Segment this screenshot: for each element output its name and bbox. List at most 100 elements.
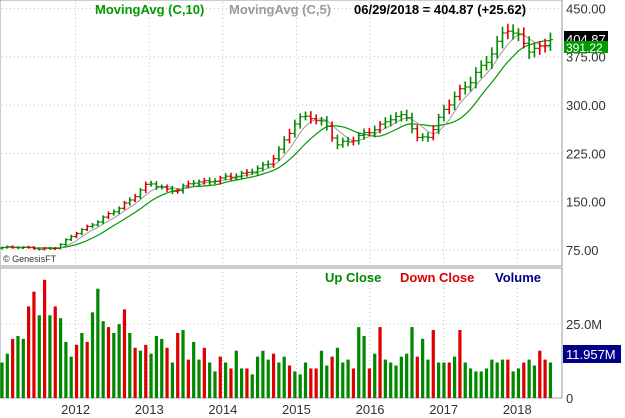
ma5-line	[1, 33, 551, 250]
volume-bar	[27, 306, 31, 398]
volume-bar	[255, 356, 260, 398]
volume-bar	[96, 288, 100, 398]
volume-bar	[213, 371, 217, 398]
volume-bar	[64, 341, 68, 398]
volume-bar	[479, 371, 483, 398]
volume-bar	[394, 365, 398, 398]
price-tick-label: 75.00	[566, 243, 599, 258]
volume-bar	[186, 359, 190, 398]
volume-bar	[197, 359, 201, 398]
volume-bar	[271, 353, 276, 398]
volume-bar	[538, 350, 542, 398]
volume-bar	[42, 279, 47, 398]
volume-bar	[383, 359, 387, 398]
volume-bar	[282, 356, 286, 398]
price-bars	[0, 23, 553, 251]
volume-bar	[437, 362, 441, 398]
volume-bar	[426, 359, 430, 398]
volume-bar	[314, 368, 318, 398]
volume-bar	[106, 327, 111, 398]
price-tick-label: 375.00	[566, 50, 606, 65]
volume-bar	[138, 350, 143, 398]
data-credit: © GenesisFT	[3, 254, 57, 264]
time-tick-label: 2018	[503, 402, 532, 417]
volume-bar	[229, 368, 233, 398]
volume-bar	[112, 333, 116, 398]
volume-bar	[245, 368, 249, 398]
volume-bar	[490, 359, 494, 398]
volume-bar	[69, 356, 73, 398]
volume-bar	[543, 359, 547, 398]
volume-bar	[128, 333, 132, 398]
time-tick-label: 2015	[282, 402, 311, 417]
volume-badge	[563, 345, 621, 363]
volume-bar	[85, 341, 89, 398]
volume-axis: 25.0M 0	[566, 317, 602, 406]
volume-bar	[53, 306, 57, 398]
volume-bar	[192, 341, 196, 398]
volume-bar	[149, 353, 153, 398]
volume-badge-text: 11.957M	[566, 347, 616, 362]
volume-bar	[357, 327, 361, 398]
volume-bar	[303, 362, 308, 398]
volume-bar	[16, 335, 20, 398]
volume-bar	[32, 291, 36, 398]
price-tick-label: 300.00	[566, 98, 606, 113]
volume-bar	[527, 359, 531, 398]
time-tick-label: 2012	[61, 402, 90, 417]
volume-bar	[399, 356, 403, 398]
legend-up-close: Up Close	[325, 270, 381, 285]
volume-bar	[90, 312, 95, 398]
volume-tick-label: 25.0M	[566, 317, 602, 332]
volume-bar	[239, 368, 244, 398]
ma10-line	[1, 40, 551, 249]
volume-bar	[319, 350, 324, 398]
volume-bar	[346, 359, 350, 398]
volume-bar	[452, 356, 457, 398]
time-tick-label: 2016	[356, 402, 385, 417]
volume-bar	[298, 374, 302, 398]
volume-bar	[421, 338, 425, 398]
volume-bar	[266, 359, 270, 398]
ma5-legend-label: MovingAvg (C,5)	[229, 2, 331, 17]
volume-bar	[261, 350, 265, 398]
volume-bar	[5, 353, 9, 398]
volume-bar	[181, 330, 185, 398]
volume-bar	[532, 365, 537, 398]
price-panel-frame	[0, 0, 563, 267]
price-axis: 450.00 375.00 300.00 225.00 150.00 75.00	[566, 1, 606, 257]
time-tick-label: 2013	[135, 402, 164, 417]
volume-bar	[373, 353, 377, 398]
volume-bar	[511, 371, 515, 398]
price-tick-label: 450.00	[566, 1, 606, 16]
volume-bar	[378, 327, 382, 398]
ma10-price-badge-text: 391.22	[566, 41, 603, 55]
volume-bar	[154, 335, 159, 398]
volume-bar	[0, 362, 4, 398]
ma10-price-badge	[564, 41, 608, 53]
volume-bar	[367, 368, 372, 398]
volume-bar	[335, 347, 340, 398]
volume-bars	[0, 279, 553, 398]
volume-bar	[58, 318, 63, 398]
volume-bar	[362, 335, 366, 398]
volume-bar	[224, 362, 228, 398]
volume-bar	[250, 374, 254, 398]
volume-bar	[484, 368, 489, 398]
volume-bar	[117, 324, 121, 398]
volume-bar	[202, 347, 206, 398]
volume-bar	[522, 362, 526, 398]
volume-bar	[80, 333, 84, 398]
volume-bar	[463, 362, 467, 398]
legend-down-close: Down Close	[400, 270, 474, 285]
volume-bar	[442, 362, 446, 398]
volume-bar	[415, 356, 419, 398]
volume-bar	[431, 330, 435, 398]
legend-volume: Volume	[495, 270, 541, 285]
volume-bar	[506, 359, 510, 398]
volume-bar	[11, 338, 15, 398]
price-tick-label: 225.00	[566, 146, 606, 161]
ma10-series	[1, 40, 551, 249]
volume-bar	[389, 362, 393, 398]
